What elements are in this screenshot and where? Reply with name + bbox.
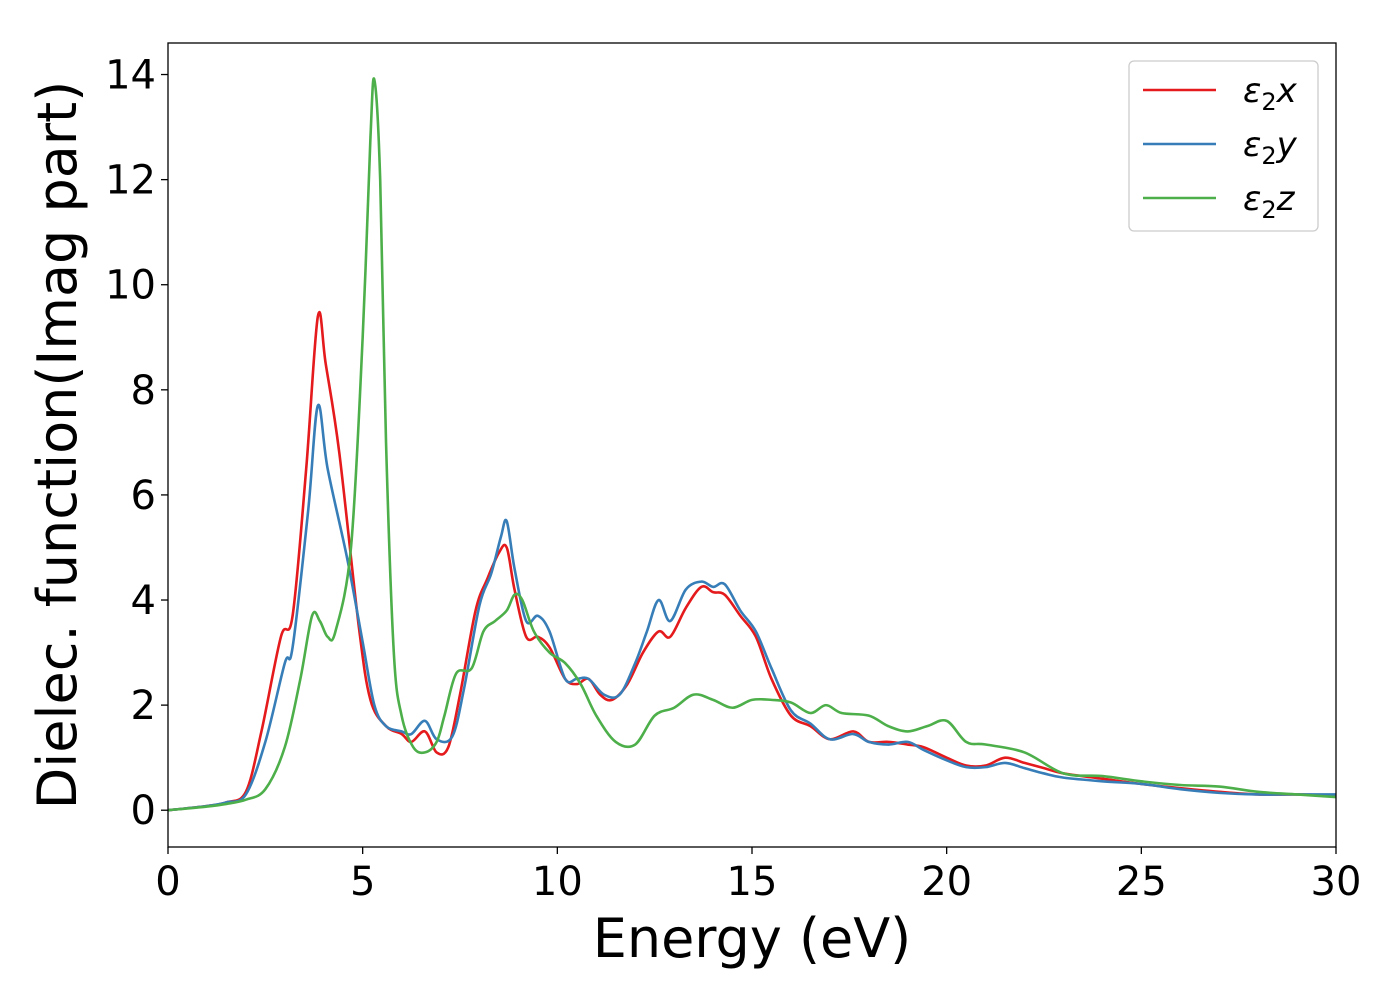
y-tick-label: 12: [105, 158, 156, 204]
legend-label-x: ε2x: [1243, 71, 1298, 116]
y-axis-title: Dielec. function(Imag part): [26, 81, 89, 810]
x-tick-label: 25: [1116, 859, 1167, 905]
y-tick-label: 14: [105, 53, 156, 99]
y-tick-label: 10: [105, 263, 156, 309]
legend-label-z: ε2z: [1243, 179, 1296, 224]
x-tick-label: 5: [350, 859, 375, 905]
series-line-x: [168, 310, 1336, 812]
y-tick-label: 8: [131, 368, 156, 414]
x-tick-label: 20: [921, 859, 972, 905]
x-tick-label: 30: [1311, 859, 1362, 905]
y-axis: 0 2 4 6 8 10 12 14: [105, 53, 168, 834]
legend-label-y: ε2y: [1243, 125, 1298, 170]
series-layer: [168, 77, 1336, 812]
series-line-y: [168, 403, 1336, 812]
x-tick-label: 10: [532, 859, 583, 905]
y-tick-label: 0: [131, 788, 156, 834]
x-tick-label: 0: [155, 859, 180, 905]
x-axis: 0 5 10 15 20 25 30: [155, 847, 1361, 905]
x-axis-title: Energy (eV): [593, 907, 912, 970]
legend-box: [1128, 60, 1319, 232]
series-line-z: [168, 77, 1336, 812]
y-tick-label: 6: [131, 473, 156, 519]
legend: ε2x ε2y ε2z: [1128, 60, 1319, 232]
y-tick-label: 4: [131, 578, 156, 624]
x-tick-label: 15: [727, 859, 778, 905]
y-tick-label: 2: [131, 683, 156, 729]
